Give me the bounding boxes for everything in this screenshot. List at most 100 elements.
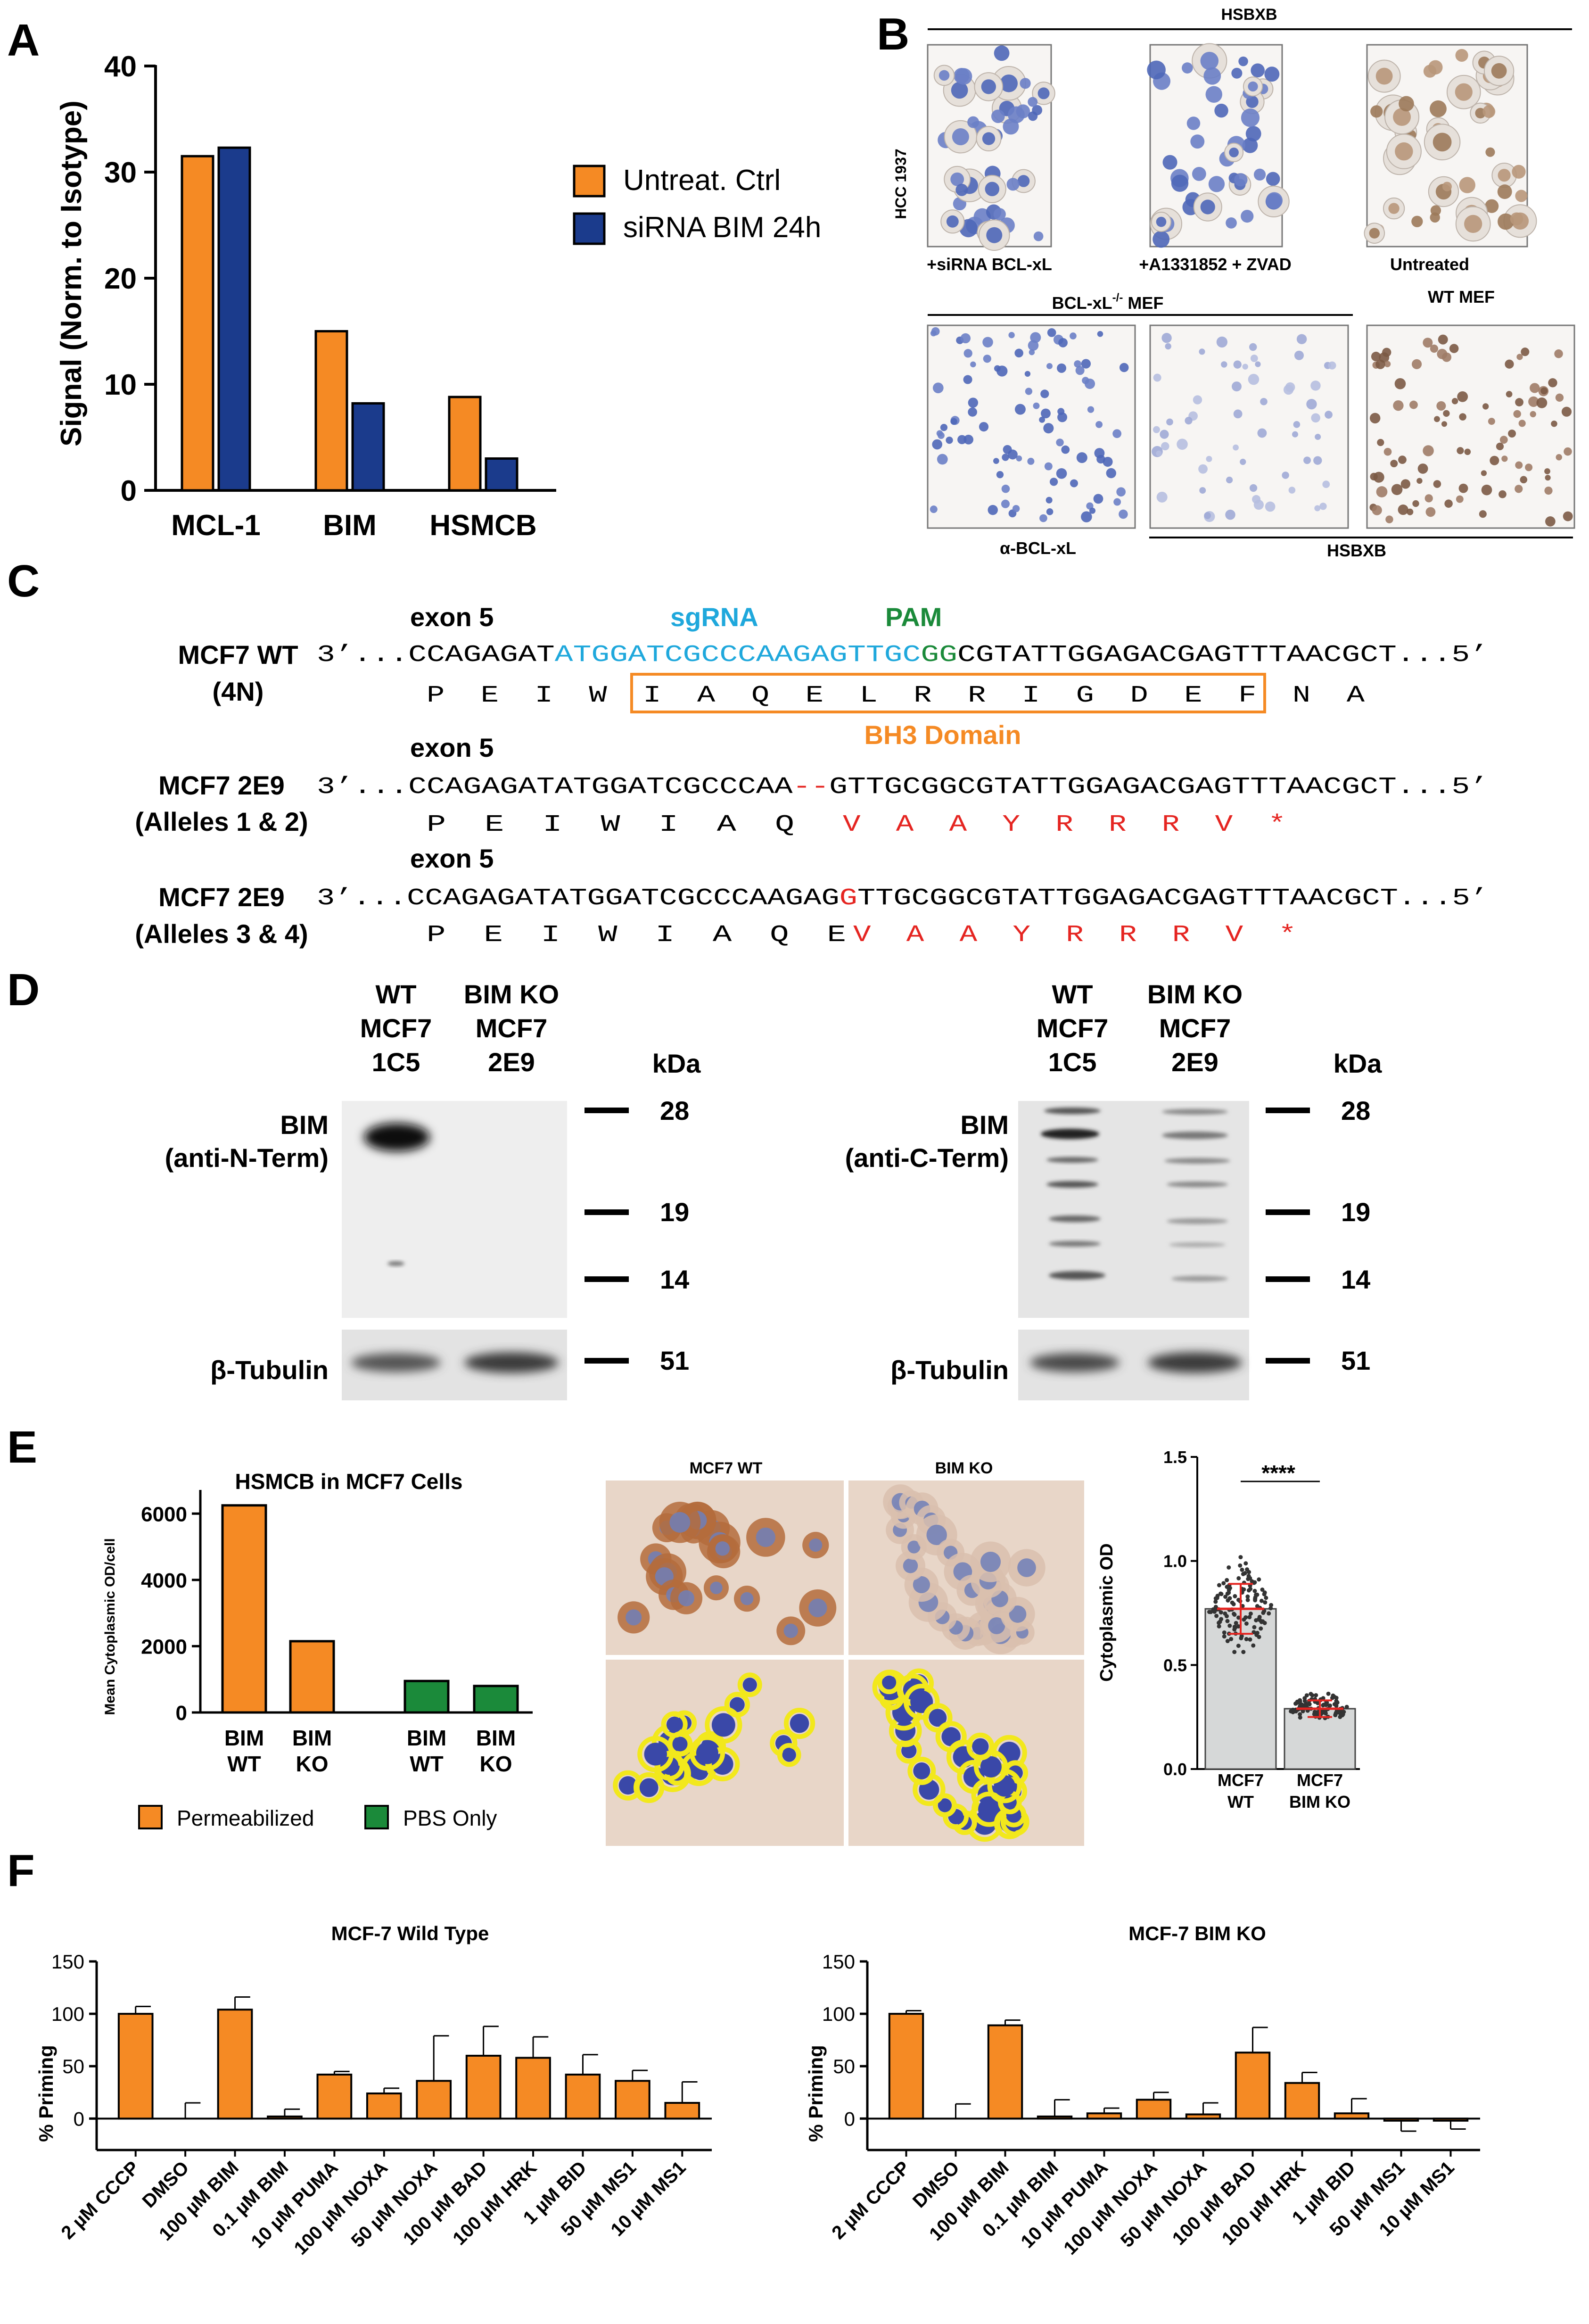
cell-nucleus	[1505, 359, 1514, 369]
ihc-nucleus	[756, 1527, 776, 1547]
band-left-bim-wt-faint	[387, 1261, 404, 1266]
panel-label-b: B	[877, 9, 909, 59]
panel-a-ylabel: Signal (Norm. to Isotype)	[55, 100, 88, 447]
cell-nucleus	[1028, 340, 1039, 351]
cell-nucleus	[1479, 510, 1487, 518]
dot-ytick-label: 0.0	[1163, 1760, 1187, 1779]
cell-nucleus	[1047, 328, 1056, 337]
cell-nucleus	[1555, 393, 1564, 402]
band-right-bim-1	[1162, 1109, 1228, 1115]
cell-nucleus	[1245, 126, 1261, 142]
f-wt-bar-100-m-hrk	[515, 2057, 551, 2120]
cell-nucleus	[1177, 438, 1188, 450]
d-left-ko-3: 2E9	[488, 1047, 535, 1077]
cell-nucleus	[1377, 438, 1384, 447]
dot-point	[1334, 1695, 1339, 1700]
ihc-nucleus	[913, 1576, 930, 1594]
panel-a-chart: Signal (Norm. to Isotype) 0 10 20 30 40 MCL-1…	[55, 50, 556, 542]
cell-nucleus	[1456, 495, 1464, 503]
cell-nucleus	[1106, 468, 1116, 479]
dot-point	[1219, 1610, 1223, 1615]
dot-point	[1245, 1594, 1250, 1599]
cell-nucleus	[1393, 400, 1404, 411]
row3-sub: (Alleles 3 & 4)	[135, 919, 308, 949]
cell-nucleus	[1512, 165, 1526, 179]
dot-point	[1239, 1636, 1243, 1640]
dot-point	[1338, 1714, 1342, 1719]
ihc-nucleus	[783, 1623, 798, 1638]
cell-nucleus	[963, 349, 972, 358]
e-xtick-label-2-a: BIM	[407, 1726, 446, 1750]
ihc-ko-stain	[848, 1480, 1084, 1655]
ihc-nucleus	[1009, 1605, 1027, 1623]
a-bar-mcl-1-untreat-ctrl	[181, 155, 214, 492]
d-right-ko-1: BIM KO	[1147, 979, 1243, 1009]
dot-point	[1247, 1615, 1252, 1620]
cell-nucleus	[1544, 487, 1553, 495]
cell-nucleus	[951, 82, 968, 99]
dot-point	[1331, 1693, 1335, 1698]
dot-point	[1238, 1563, 1243, 1568]
cell-nucleus	[1436, 401, 1446, 411]
f-ko-xtick-label-2-m-cccp: 2 µM CCCP	[828, 2157, 914, 2243]
cell-nucleus	[1046, 496, 1053, 504]
d-left-wt-1: WT	[375, 979, 416, 1009]
cell-nucleus	[1498, 490, 1507, 498]
cell-nucleus	[1545, 475, 1551, 481]
dot-point	[1298, 1712, 1302, 1717]
exon-label-1: exon 5	[410, 602, 494, 632]
ihc-mask-nucleus	[696, 1742, 718, 1764]
cell-nucleus	[1156, 450, 1162, 456]
cell-nucleus	[1204, 512, 1211, 519]
cell-nucleus	[1515, 190, 1528, 202]
dot-point	[1298, 1715, 1302, 1720]
f-ko-xtick-label-10-m-puma: 10 µM PUMA	[1017, 2157, 1111, 2252]
a-bar-mcl-1-sirna-bim-24h	[217, 146, 251, 492]
dot-point	[1260, 1588, 1265, 1592]
micro-mef-ko-frame	[1149, 324, 1349, 529]
cell-nucleus	[1390, 460, 1398, 468]
ihc-mask-nucleus	[742, 1678, 757, 1692]
ihc-nucleus	[740, 1592, 754, 1605]
dot-point	[1238, 1555, 1243, 1560]
f-wt-xtick-label-10-m-puma: 10 µM PUMA	[247, 2157, 342, 2252]
cell-nucleus	[1313, 456, 1322, 465]
cell-nucleus	[1411, 359, 1422, 369]
cell-nucleus	[996, 365, 1008, 377]
f-title-wt: MCF-7 Wild Type	[331, 1922, 489, 1944]
cell-nucleus	[1310, 380, 1321, 391]
cell-nucleus	[1156, 216, 1167, 227]
cell-nucleus	[1161, 333, 1172, 343]
d-left-ko-2: MCF7	[476, 1013, 547, 1043]
cell-nucleus	[1112, 429, 1122, 438]
cell-nucleus	[1556, 454, 1562, 461]
dot-point	[1242, 1587, 1246, 1592]
cell-nucleus	[1190, 134, 1205, 149]
cell-nucleus	[946, 215, 959, 228]
cell-nucleus	[1506, 391, 1513, 397]
cell-nucleus	[993, 458, 999, 464]
cell-nucleus	[939, 70, 950, 81]
cell-nucleus	[1001, 484, 1010, 493]
dot-point	[1236, 1615, 1241, 1620]
cell-nucleus	[1242, 364, 1248, 370]
cell-nucleus	[1438, 334, 1448, 345]
dot-point	[1248, 1611, 1253, 1616]
cell-nucleus	[1449, 344, 1459, 353]
f-ko-bar-50-m-noxa	[1185, 2113, 1221, 2120]
ihc-mask-outline	[689, 1735, 725, 1771]
ihc-mask-nucleus	[941, 1727, 961, 1746]
cell-nucleus	[993, 208, 1006, 221]
cell-nucleus	[1457, 447, 1464, 455]
f-wt-ytick-label: 50	[62, 2055, 84, 2077]
cell-nucleus	[1423, 445, 1434, 456]
cell-nucleus	[1006, 178, 1020, 191]
cell-nucleus	[970, 361, 976, 368]
cell-nucleus	[1238, 56, 1248, 66]
dot-point	[1217, 1583, 1221, 1588]
dot-point	[1307, 1702, 1312, 1706]
f-wt-xtick-label-2-m-cccp: 2 µM CCCP	[58, 2157, 144, 2243]
band-right-bim-2	[1041, 1129, 1099, 1139]
header-bclxl-ko-mef: BCL-xL-/- MEF	[1052, 291, 1164, 313]
cell-nucleus	[940, 423, 948, 431]
